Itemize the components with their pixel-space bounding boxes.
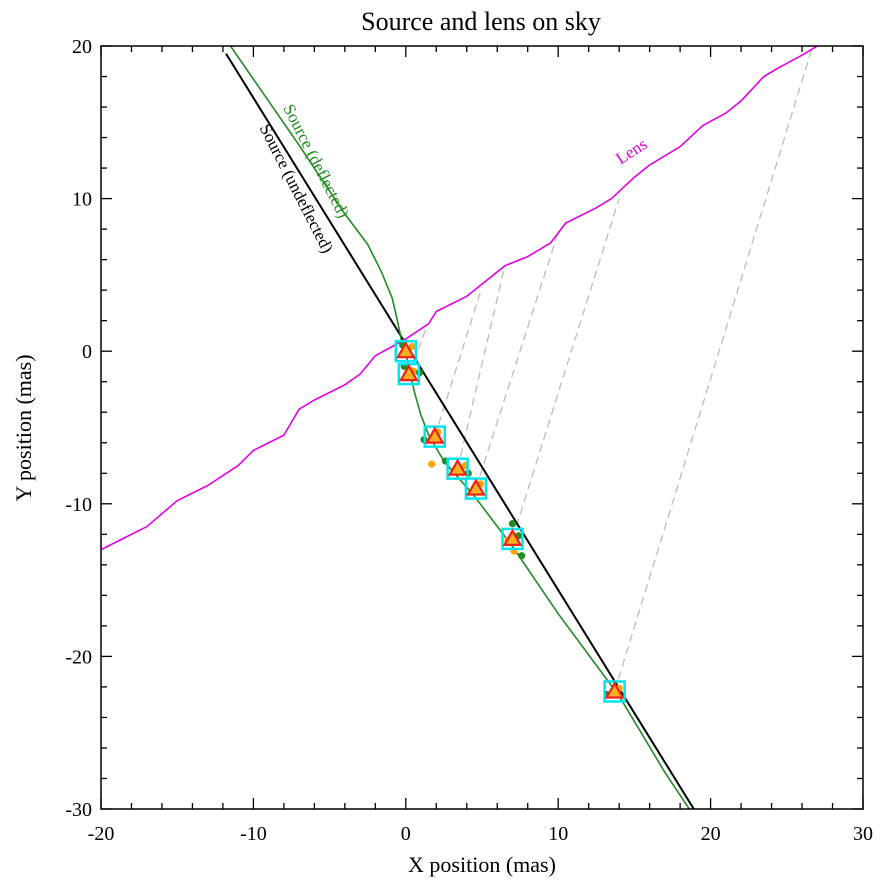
- x-tick-label: 20: [701, 823, 721, 845]
- scatter-point-16: [518, 552, 525, 559]
- x-tick-label: 30: [853, 823, 873, 845]
- x-tick-label: 10: [548, 823, 568, 845]
- scatter-points: [399, 341, 623, 698]
- axis-ticks: [101, 46, 863, 809]
- curve-label-2: Lens: [612, 134, 650, 168]
- connector-lines: [406, 46, 813, 691]
- x-tick-label: 0: [401, 823, 411, 845]
- epoch-marker-2: [425, 427, 445, 447]
- chart-title: Source and lens on sky: [361, 7, 601, 36]
- y-axis-title: Y position (mas): [11, 354, 36, 501]
- plot-frame: [101, 46, 863, 809]
- connector-line-4: [476, 232, 558, 488]
- x-axis-title: X position (mas): [408, 852, 556, 877]
- y-tick-label: 10: [72, 189, 92, 211]
- x-tick-label: -20: [88, 823, 115, 845]
- y-tick-label: -30: [65, 799, 92, 821]
- x-tick-label: -10: [240, 823, 267, 845]
- y-tick-label: -20: [65, 646, 92, 668]
- y-tick-label: 0: [82, 341, 92, 363]
- scatter-point-12: [509, 520, 516, 527]
- y-tick-label: 20: [72, 36, 92, 58]
- trajectory-curves: [101, 41, 825, 809]
- connector-line-5: [512, 199, 619, 539]
- y-tick-label: -10: [65, 494, 92, 516]
- scatter-point-8: [428, 461, 435, 468]
- curve-annotations: Source (deflected)Source (undeflected) Le…: [256, 101, 651, 256]
